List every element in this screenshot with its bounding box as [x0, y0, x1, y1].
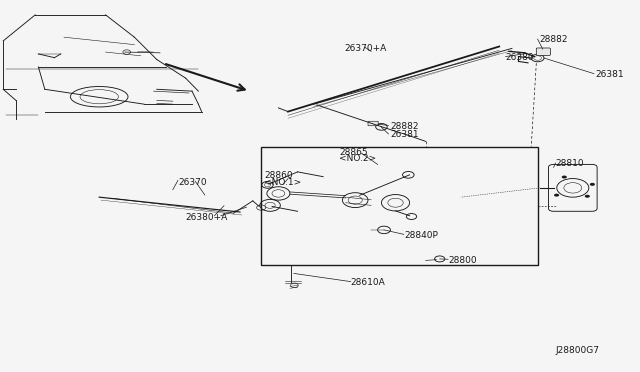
- Text: 26380: 26380: [506, 53, 534, 62]
- Text: 28810: 28810: [556, 159, 584, 168]
- Text: <NO.2>: <NO.2>: [339, 154, 376, 163]
- Text: 26370: 26370: [178, 178, 207, 187]
- FancyBboxPatch shape: [368, 121, 378, 126]
- Text: 28840P: 28840P: [404, 231, 438, 240]
- Text: 26381: 26381: [390, 130, 419, 139]
- Text: 28882: 28882: [390, 122, 419, 131]
- Text: J28800G7: J28800G7: [556, 346, 600, 355]
- Bar: [261, 147, 538, 265]
- Circle shape: [562, 176, 567, 179]
- Text: 28865: 28865: [339, 148, 368, 157]
- Circle shape: [554, 194, 559, 197]
- Text: 26381: 26381: [595, 70, 624, 79]
- FancyBboxPatch shape: [536, 48, 550, 55]
- Text: 28800: 28800: [448, 256, 477, 265]
- Text: 28610A: 28610A: [351, 278, 385, 287]
- Circle shape: [590, 183, 595, 186]
- Text: 28860: 28860: [264, 171, 293, 180]
- Text: <NO.1>: <NO.1>: [264, 178, 301, 187]
- Text: 28882: 28882: [539, 35, 568, 44]
- Circle shape: [585, 195, 590, 198]
- Text: 26370+A: 26370+A: [344, 44, 387, 53]
- Text: 26380+A: 26380+A: [186, 213, 228, 222]
